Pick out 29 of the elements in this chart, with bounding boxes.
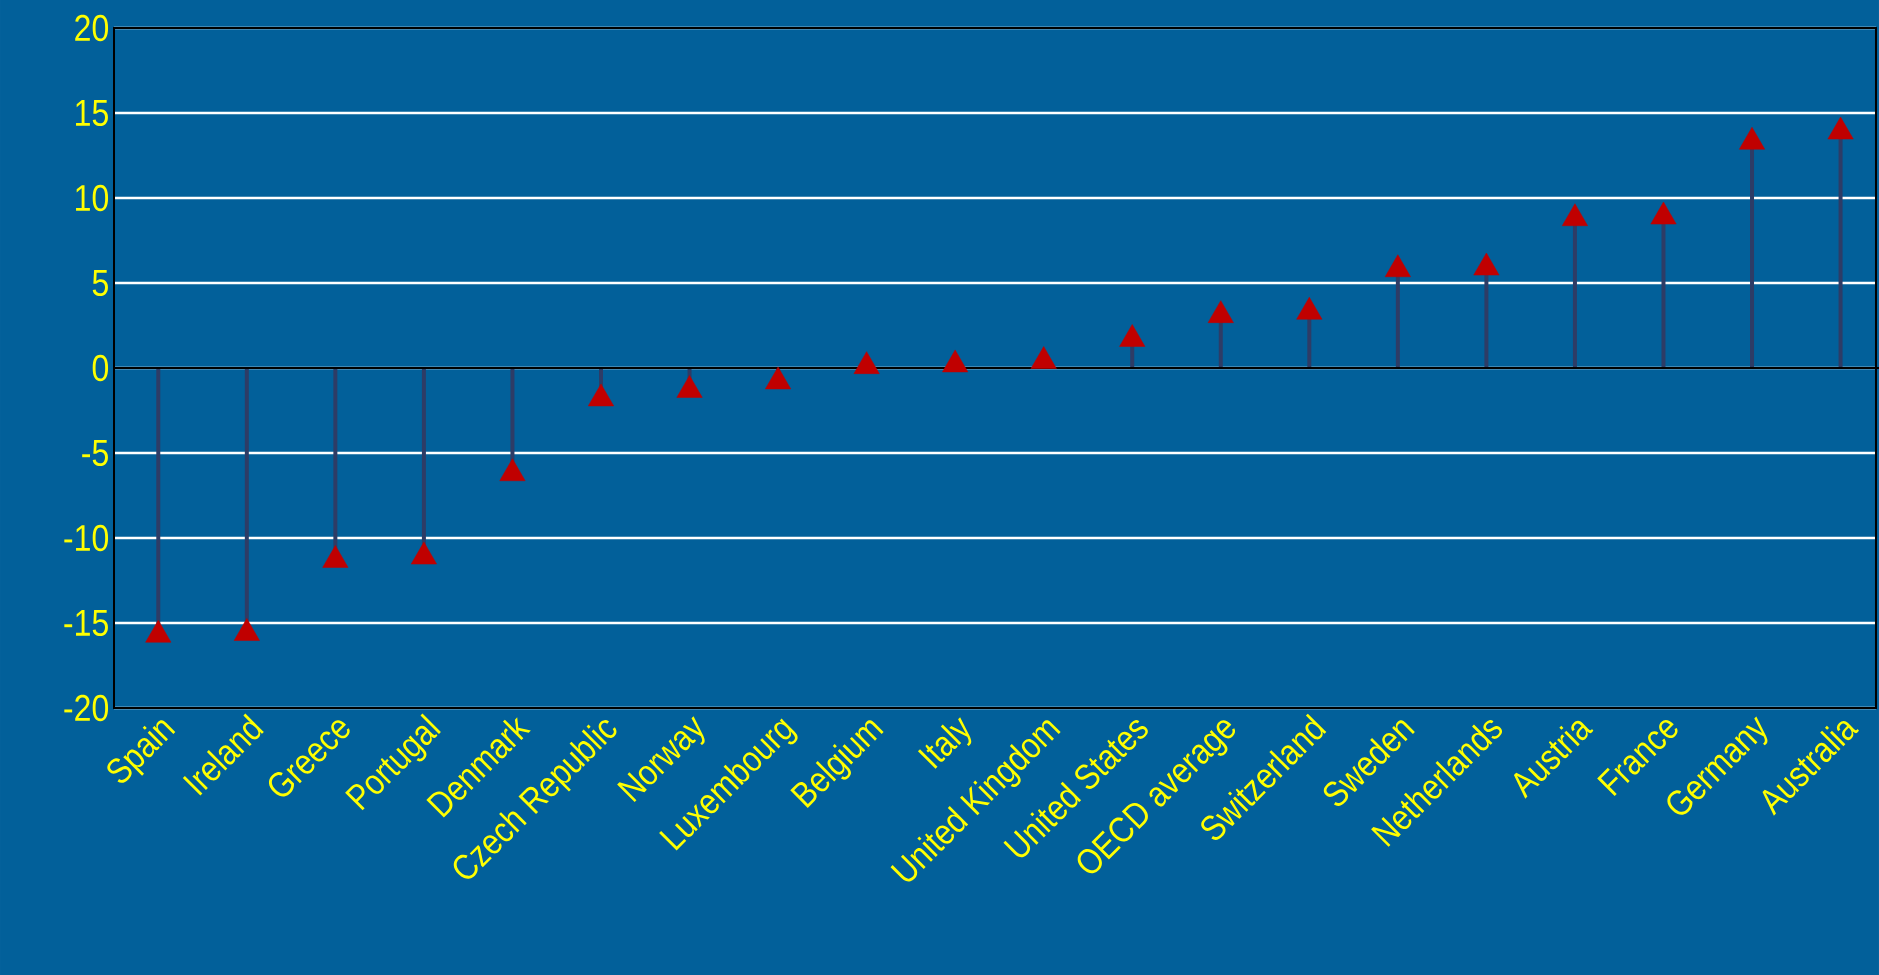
point bbox=[1739, 126, 1765, 150]
point bbox=[1384, 254, 1411, 277]
y-tick-label: -20 bbox=[64, 694, 109, 722]
point bbox=[499, 458, 526, 481]
y-tick-label: 0 bbox=[92, 354, 109, 382]
point bbox=[588, 383, 614, 407]
point bbox=[1561, 203, 1588, 226]
point bbox=[410, 541, 437, 565]
y-tick-label: 20 bbox=[75, 14, 109, 42]
point bbox=[1650, 201, 1677, 225]
y-tick-label: 5 bbox=[92, 269, 108, 297]
y-tick-label: -5 bbox=[82, 439, 108, 467]
y-tick-label: 10 bbox=[76, 184, 109, 212]
point bbox=[765, 366, 792, 390]
point bbox=[1827, 116, 1854, 140]
point bbox=[1473, 252, 1500, 276]
y-tick-label: 15 bbox=[76, 99, 108, 127]
point bbox=[1207, 300, 1234, 323]
point bbox=[942, 349, 969, 373]
point bbox=[1030, 346, 1057, 369]
point bbox=[853, 351, 880, 374]
point bbox=[233, 618, 260, 641]
y-tick-label: -15 bbox=[64, 609, 108, 637]
point bbox=[145, 619, 172, 643]
point bbox=[322, 545, 349, 568]
y-tick-label: -10 bbox=[64, 524, 109, 552]
point bbox=[1296, 296, 1323, 320]
point bbox=[1119, 324, 1146, 347]
point bbox=[676, 375, 703, 398]
